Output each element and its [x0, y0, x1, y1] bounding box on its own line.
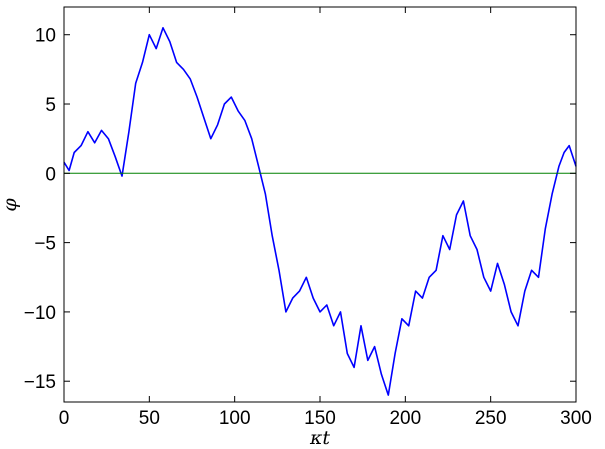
y-tick-label: 5 [45, 95, 56, 116]
y-tick-label: −5 [34, 234, 56, 255]
x-tick-label: 300 [560, 408, 592, 429]
y-tick-label: −10 [24, 303, 56, 324]
y-axis-label: φ [0, 198, 21, 212]
series-line-0 [63, 26, 577, 396]
x-tick-label: 50 [139, 408, 160, 429]
y-tick-label: −15 [24, 372, 56, 393]
x-axis-label: κt [309, 427, 330, 449]
x-tick-label: 0 [59, 408, 70, 429]
y-tick-label: 10 [35, 26, 56, 47]
series-layer [63, 26, 577, 396]
y-tick-label: 0 [45, 164, 56, 185]
plot-area [64, 7, 576, 402]
x-tick-label: 150 [304, 408, 336, 429]
x-tick-label: 200 [389, 408, 421, 429]
x-tick-label: 250 [475, 408, 507, 429]
x-tick-label: 100 [219, 408, 251, 429]
